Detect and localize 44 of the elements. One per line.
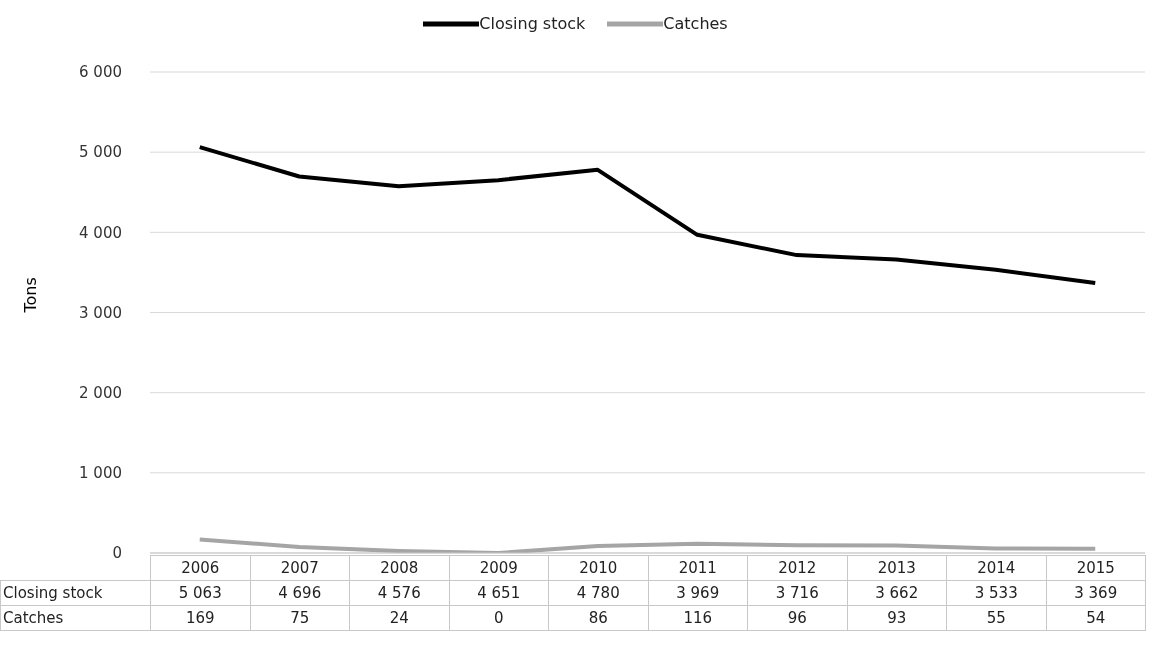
x-tick-label: 2014 (946, 555, 1046, 581)
data-label: 55 (946, 605, 1046, 631)
data-label: 116 (648, 605, 748, 631)
y-tick-label: 1 000 (79, 464, 122, 483)
y-tick-label: 0 (112, 544, 122, 563)
y-tick-label: 3 000 (79, 303, 122, 322)
data-label: 75 (250, 605, 350, 631)
x-tick-label: 2009 (449, 555, 549, 581)
text: Catches (3, 609, 64, 627)
data-label: 0 (449, 605, 549, 631)
data-label: 93 (847, 605, 947, 631)
data-label: 4 651 (449, 580, 549, 606)
data-label: 3 662 (847, 580, 947, 606)
data-label: 3 969 (648, 580, 748, 606)
data-label: 54 (1046, 605, 1146, 631)
x-tick-label: 2013 (847, 555, 947, 581)
data-label: 3 533 (946, 580, 1046, 606)
x-tick-label: 2011 (648, 555, 748, 581)
y-tick-label: 5 000 (79, 143, 122, 162)
x-tick-label: 2008 (349, 555, 449, 581)
data-label: 4 780 (548, 580, 648, 606)
legend-label: Closing stock (479, 14, 586, 33)
y-tick-label: 2 000 (79, 383, 122, 402)
data-label: 3 716 (747, 580, 847, 606)
data-label: 5 063 (150, 580, 250, 606)
y-tick-label: 4 000 (79, 223, 122, 242)
y-axis-title: Tons (20, 277, 40, 314)
line-series (197, 537, 1098, 553)
line-series (197, 145, 1098, 285)
x-tick-label: 2010 (548, 555, 648, 581)
data-label: 96 (747, 605, 847, 631)
data-label: 86 (548, 605, 648, 631)
x-tick-label: 2015 (1046, 555, 1146, 581)
text: Closing stock (3, 584, 103, 602)
data-label: 4 576 (349, 580, 449, 606)
legend-label: Catches (663, 14, 728, 33)
data-label: 24 (349, 605, 449, 631)
data-label: 4 696 (250, 580, 350, 606)
x-tick-label: 2006 (150, 555, 250, 581)
y-tick-label: 6 000 (79, 63, 122, 82)
data-label: 3 369 (1046, 580, 1146, 606)
data-label: 169 (150, 605, 250, 631)
x-tick-label: 2007 (250, 555, 350, 581)
x-tick-label: 2012 (747, 555, 847, 581)
